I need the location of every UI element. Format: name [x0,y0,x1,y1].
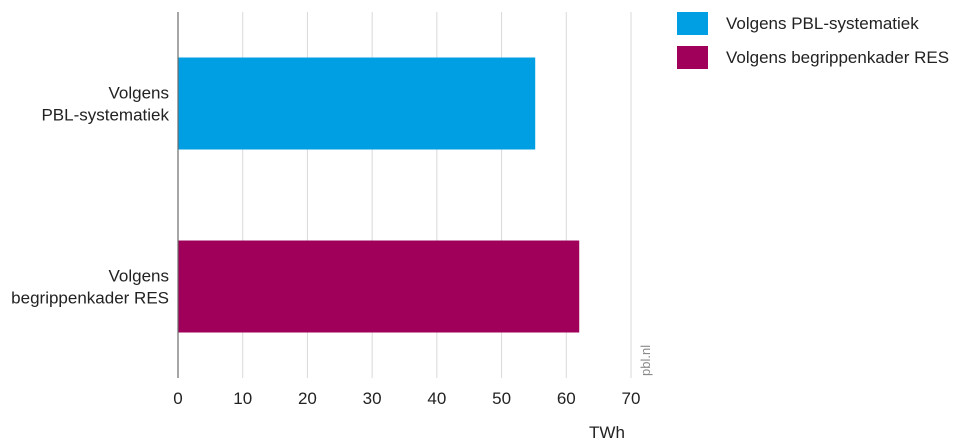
legend-swatch [677,46,708,69]
x-tick-label: 60 [557,389,576,408]
category-label: Volgens [109,84,170,103]
category-label: PBL-systematiek [41,106,169,125]
x-tick-label: 50 [492,389,511,408]
legend: Volgens PBL-systematiek Volgens begrippen… [677,12,949,69]
x-tick-label: 0 [173,389,182,408]
bars [178,57,580,333]
watermark: pbl.nl [638,345,653,376]
labels: 0 10 20 30 40 50 60 70 TWh Volgens PBL-systematiek… [11,84,653,443]
x-tick-label: 30 [363,389,382,408]
x-tick-label: 20 [298,389,317,408]
category-label: begrippenkader RES [11,289,169,308]
x-tick-label: 70 [622,389,641,408]
legend-label: Volgens begrippenkader RES [726,48,949,67]
x-tick-label: 10 [233,389,252,408]
legend-swatch [677,12,708,35]
x-tick-label: 40 [427,389,446,408]
bar [178,57,536,150]
legend-label: Volgens PBL-systematiek [726,14,919,33]
category-label: Volgens [109,267,170,286]
x-axis-label: TWh [589,423,625,442]
bar [178,240,580,333]
